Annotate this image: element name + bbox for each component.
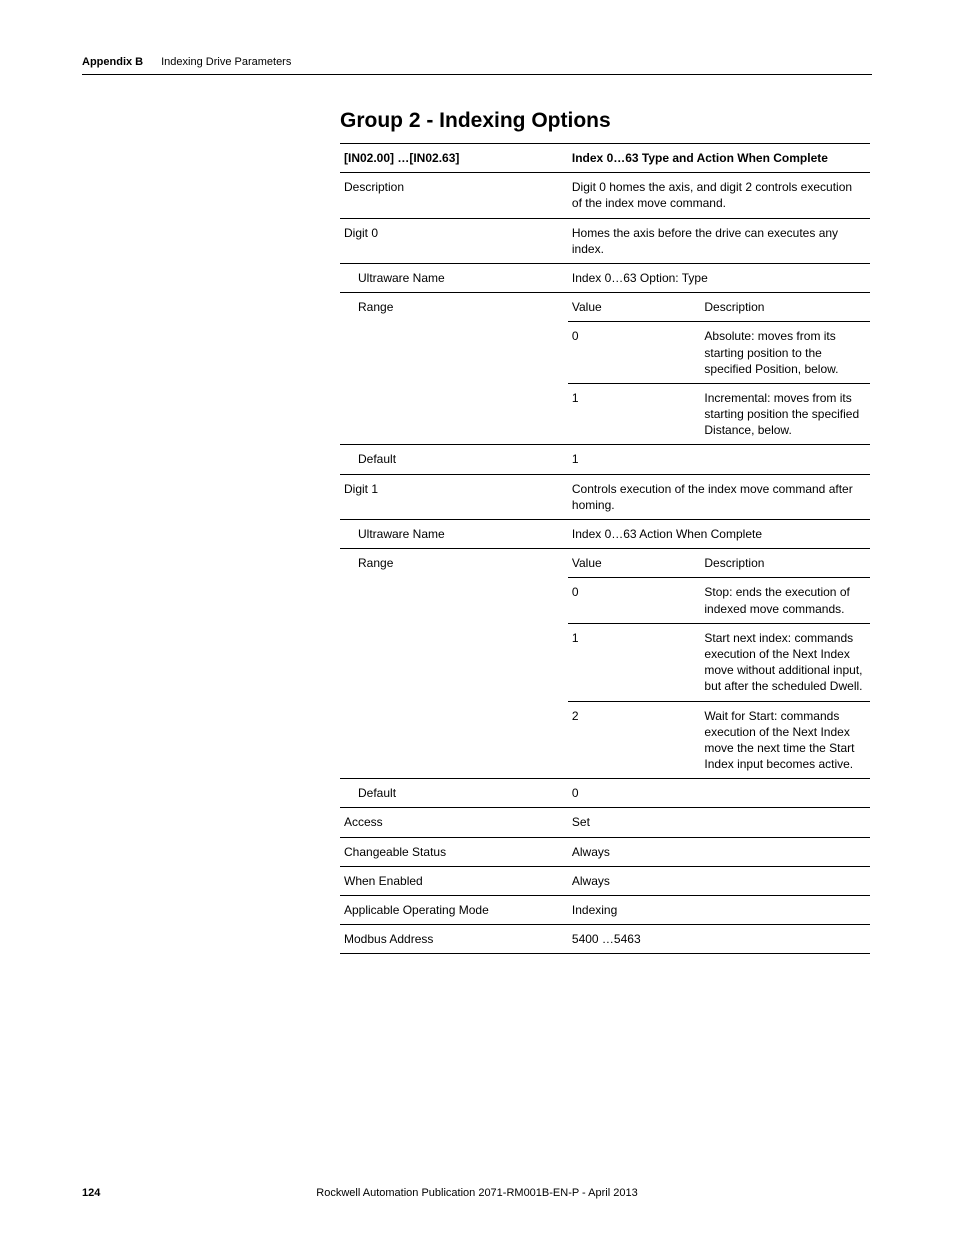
table-row: Default 0 bbox=[340, 779, 870, 808]
table-row: Ultraware Name Index 0…63 Action When Co… bbox=[340, 520, 870, 549]
running-head-appendix: Appendix B bbox=[82, 56, 143, 68]
label-range-0: Range bbox=[340, 293, 568, 445]
label-changeable: Changeable Status bbox=[340, 837, 568, 866]
publication-line: Rockwell Automation Publication 2071-RM0… bbox=[82, 1187, 872, 1199]
label-ultraware-0: Ultraware Name bbox=[340, 263, 568, 292]
value-digit0: Homes the axis before the drive can exec… bbox=[568, 218, 870, 263]
range0-r1-val: 1 bbox=[568, 383, 701, 445]
range1-r1-desc: Start next index: commands execution of … bbox=[700, 623, 870, 701]
table-row: Modbus Address 5400 …5463 bbox=[340, 925, 870, 954]
table-header-row: [IN02.00] …[IN02.63] Index 0…63 Type and… bbox=[340, 144, 870, 173]
label-when-enabled: When Enabled bbox=[340, 866, 568, 895]
range0-r1-desc: Incremental: moves from its starting pos… bbox=[700, 383, 870, 445]
value-access: Set bbox=[568, 808, 870, 837]
running-head: Appendix B Indexing Drive Parameters bbox=[82, 56, 872, 68]
parameter-table: [IN02.00] …[IN02.63] Index 0…63 Type and… bbox=[340, 143, 870, 954]
table-row: Range Value Description bbox=[340, 293, 870, 322]
range1-r0-desc: Stop: ends the execution of indexed move… bbox=[700, 578, 870, 623]
value-changeable: Always bbox=[568, 837, 870, 866]
table-row: Range Value Description bbox=[340, 549, 870, 578]
table-row: Default 1 bbox=[340, 445, 870, 474]
range1-r0-val: 0 bbox=[568, 578, 701, 623]
label-modbus: Modbus Address bbox=[340, 925, 568, 954]
value-default-0: 1 bbox=[568, 445, 870, 474]
table-row: Digit 0 Homes the axis before the drive … bbox=[340, 218, 870, 263]
value-ultraware-0: Index 0…63 Option: Type bbox=[568, 263, 870, 292]
label-digit0: Digit 0 bbox=[340, 218, 568, 263]
label-operating-mode: Applicable Operating Mode bbox=[340, 896, 568, 925]
value-ultraware-1: Index 0…63 Action When Complete bbox=[568, 520, 870, 549]
label-digit1: Digit 1 bbox=[340, 474, 568, 519]
value-default-1: 0 bbox=[568, 779, 870, 808]
label-default-0: Default bbox=[340, 445, 568, 474]
range0-head-value: Value bbox=[568, 293, 701, 322]
table-row: When Enabled Always bbox=[340, 866, 870, 895]
range0-r0-desc: Absolute: moves from its starting positi… bbox=[700, 322, 870, 384]
table-row: Ultraware Name Index 0…63 Option: Type bbox=[340, 263, 870, 292]
range1-r2-val: 2 bbox=[568, 701, 701, 779]
range1-head-desc: Description bbox=[700, 549, 870, 578]
value-modbus: 5400 …5463 bbox=[568, 925, 870, 954]
value-when-enabled: Always bbox=[568, 866, 870, 895]
table-row: Description Digit 0 homes the axis, and … bbox=[340, 173, 870, 218]
param-id: [IN02.00] …[IN02.63] bbox=[340, 144, 568, 173]
page-container: Appendix B Indexing Drive Parameters Gro… bbox=[0, 0, 954, 954]
range1-r2-desc: Wait for Start: commands execution of th… bbox=[700, 701, 870, 779]
table-row: Changeable Status Always bbox=[340, 837, 870, 866]
label-access: Access bbox=[340, 808, 568, 837]
table-row: Applicable Operating Mode Indexing bbox=[340, 896, 870, 925]
label-default-1: Default bbox=[340, 779, 568, 808]
value-description: Digit 0 homes the axis, and digit 2 cont… bbox=[568, 173, 870, 218]
param-title: Index 0…63 Type and Action When Complete bbox=[568, 144, 870, 173]
label-range-1: Range bbox=[340, 549, 568, 779]
range1-r1-val: 1 bbox=[568, 623, 701, 701]
label-description: Description bbox=[340, 173, 568, 218]
table-row: Digit 1 Controls execution of the index … bbox=[340, 474, 870, 519]
value-digit1: Controls execution of the index move com… bbox=[568, 474, 870, 519]
value-operating-mode: Indexing bbox=[568, 896, 870, 925]
main-content: Group 2 - Indexing Options [IN02.00] …[I… bbox=[340, 109, 870, 954]
range1-head-value: Value bbox=[568, 549, 701, 578]
range0-r0-val: 0 bbox=[568, 322, 701, 384]
range0-head-desc: Description bbox=[700, 293, 870, 322]
section-title: Group 2 - Indexing Options bbox=[340, 109, 870, 133]
table-row: Access Set bbox=[340, 808, 870, 837]
running-head-title: Indexing Drive Parameters bbox=[161, 56, 291, 68]
label-ultraware-1: Ultraware Name bbox=[340, 520, 568, 549]
page-footer: 124 Rockwell Automation Publication 2071… bbox=[82, 1187, 872, 1199]
head-rule bbox=[82, 74, 872, 75]
